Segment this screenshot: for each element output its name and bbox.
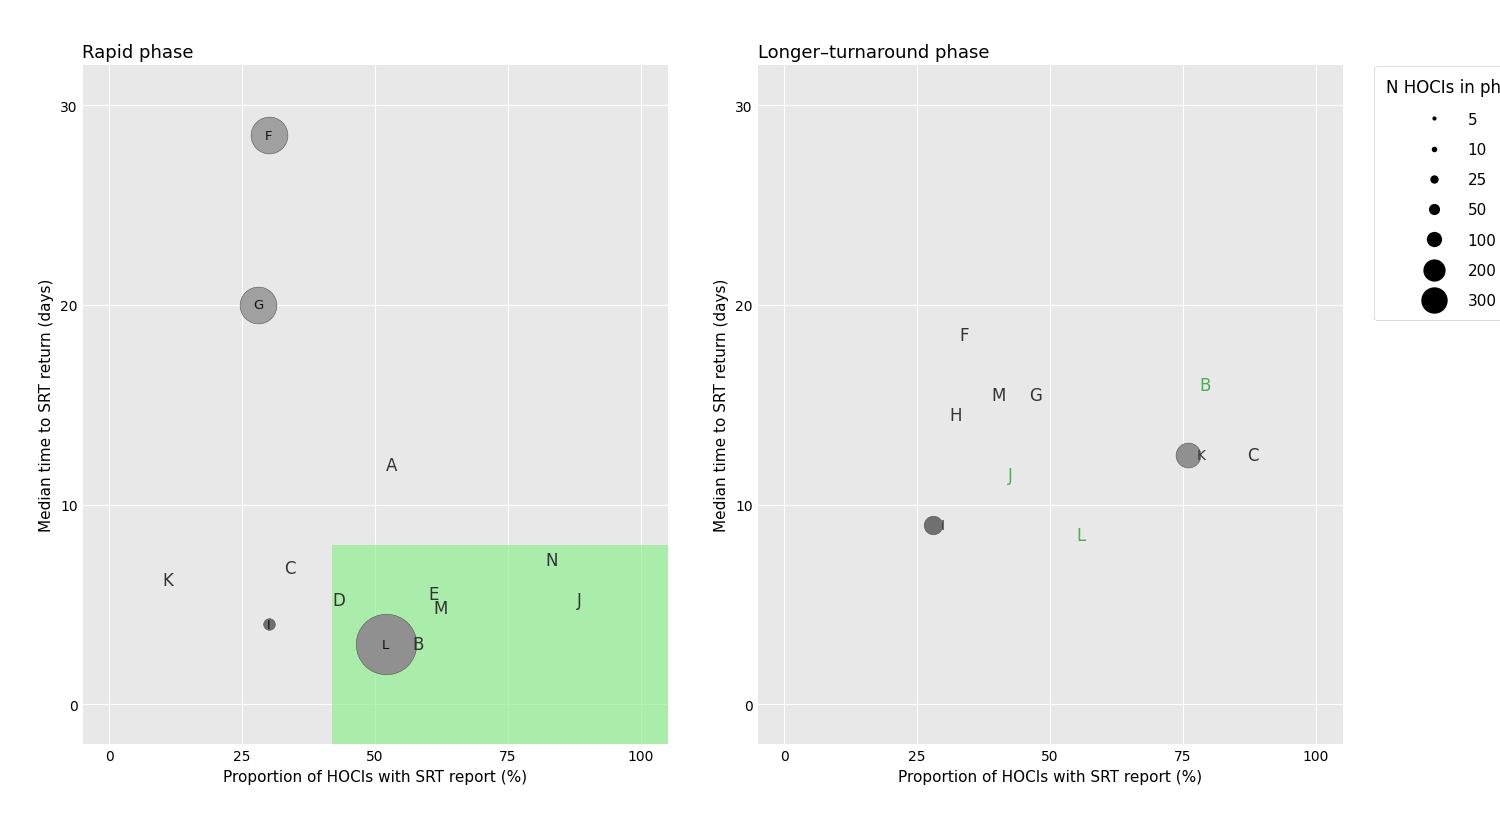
Text: Longer–turnaround phase: Longer–turnaround phase <box>758 44 988 62</box>
Text: L: L <box>1077 526 1086 544</box>
Text: H: H <box>950 406 962 424</box>
Point <box>256 618 280 631</box>
Point <box>1176 448 1200 461</box>
Text: I: I <box>940 518 945 532</box>
Y-axis label: Median time to SRT return (days): Median time to SRT return (days) <box>39 279 54 532</box>
X-axis label: Proportion of HOCIs with SRT report (%): Proportion of HOCIs with SRT report (%) <box>898 768 1202 784</box>
Legend: 5, 10, 25, 50, 100, 200, 300: 5, 10, 25, 50, 100, 200, 300 <box>1374 67 1500 321</box>
Text: F: F <box>960 327 969 344</box>
Text: B: B <box>413 636 423 653</box>
Text: D: D <box>333 591 345 609</box>
Text: B: B <box>1198 376 1210 394</box>
Point <box>374 638 398 651</box>
Text: I: I <box>267 618 270 631</box>
Text: J: J <box>1008 466 1013 484</box>
Bar <box>333 545 668 744</box>
X-axis label: Proportion of HOCIs with SRT report (%): Proportion of HOCIs with SRT report (%) <box>224 768 526 784</box>
Text: K: K <box>162 571 172 590</box>
Text: F: F <box>266 130 273 142</box>
Text: M: M <box>992 386 1006 404</box>
Text: G: G <box>1029 386 1041 404</box>
Text: Rapid phase: Rapid phase <box>82 44 194 62</box>
Point <box>246 299 270 312</box>
Text: L: L <box>382 638 390 651</box>
Text: J: J <box>578 591 582 609</box>
Text: C: C <box>285 560 296 578</box>
Text: A: A <box>386 456 398 474</box>
Point <box>256 129 280 142</box>
Text: E: E <box>427 586 438 604</box>
Y-axis label: Median time to SRT return (days): Median time to SRT return (days) <box>714 279 729 532</box>
Text: M: M <box>433 600 448 618</box>
Point <box>921 519 945 532</box>
Text: N: N <box>544 552 558 570</box>
Text: G: G <box>254 299 262 312</box>
Text: K: K <box>1197 448 1206 462</box>
Text: C: C <box>1246 446 1258 464</box>
